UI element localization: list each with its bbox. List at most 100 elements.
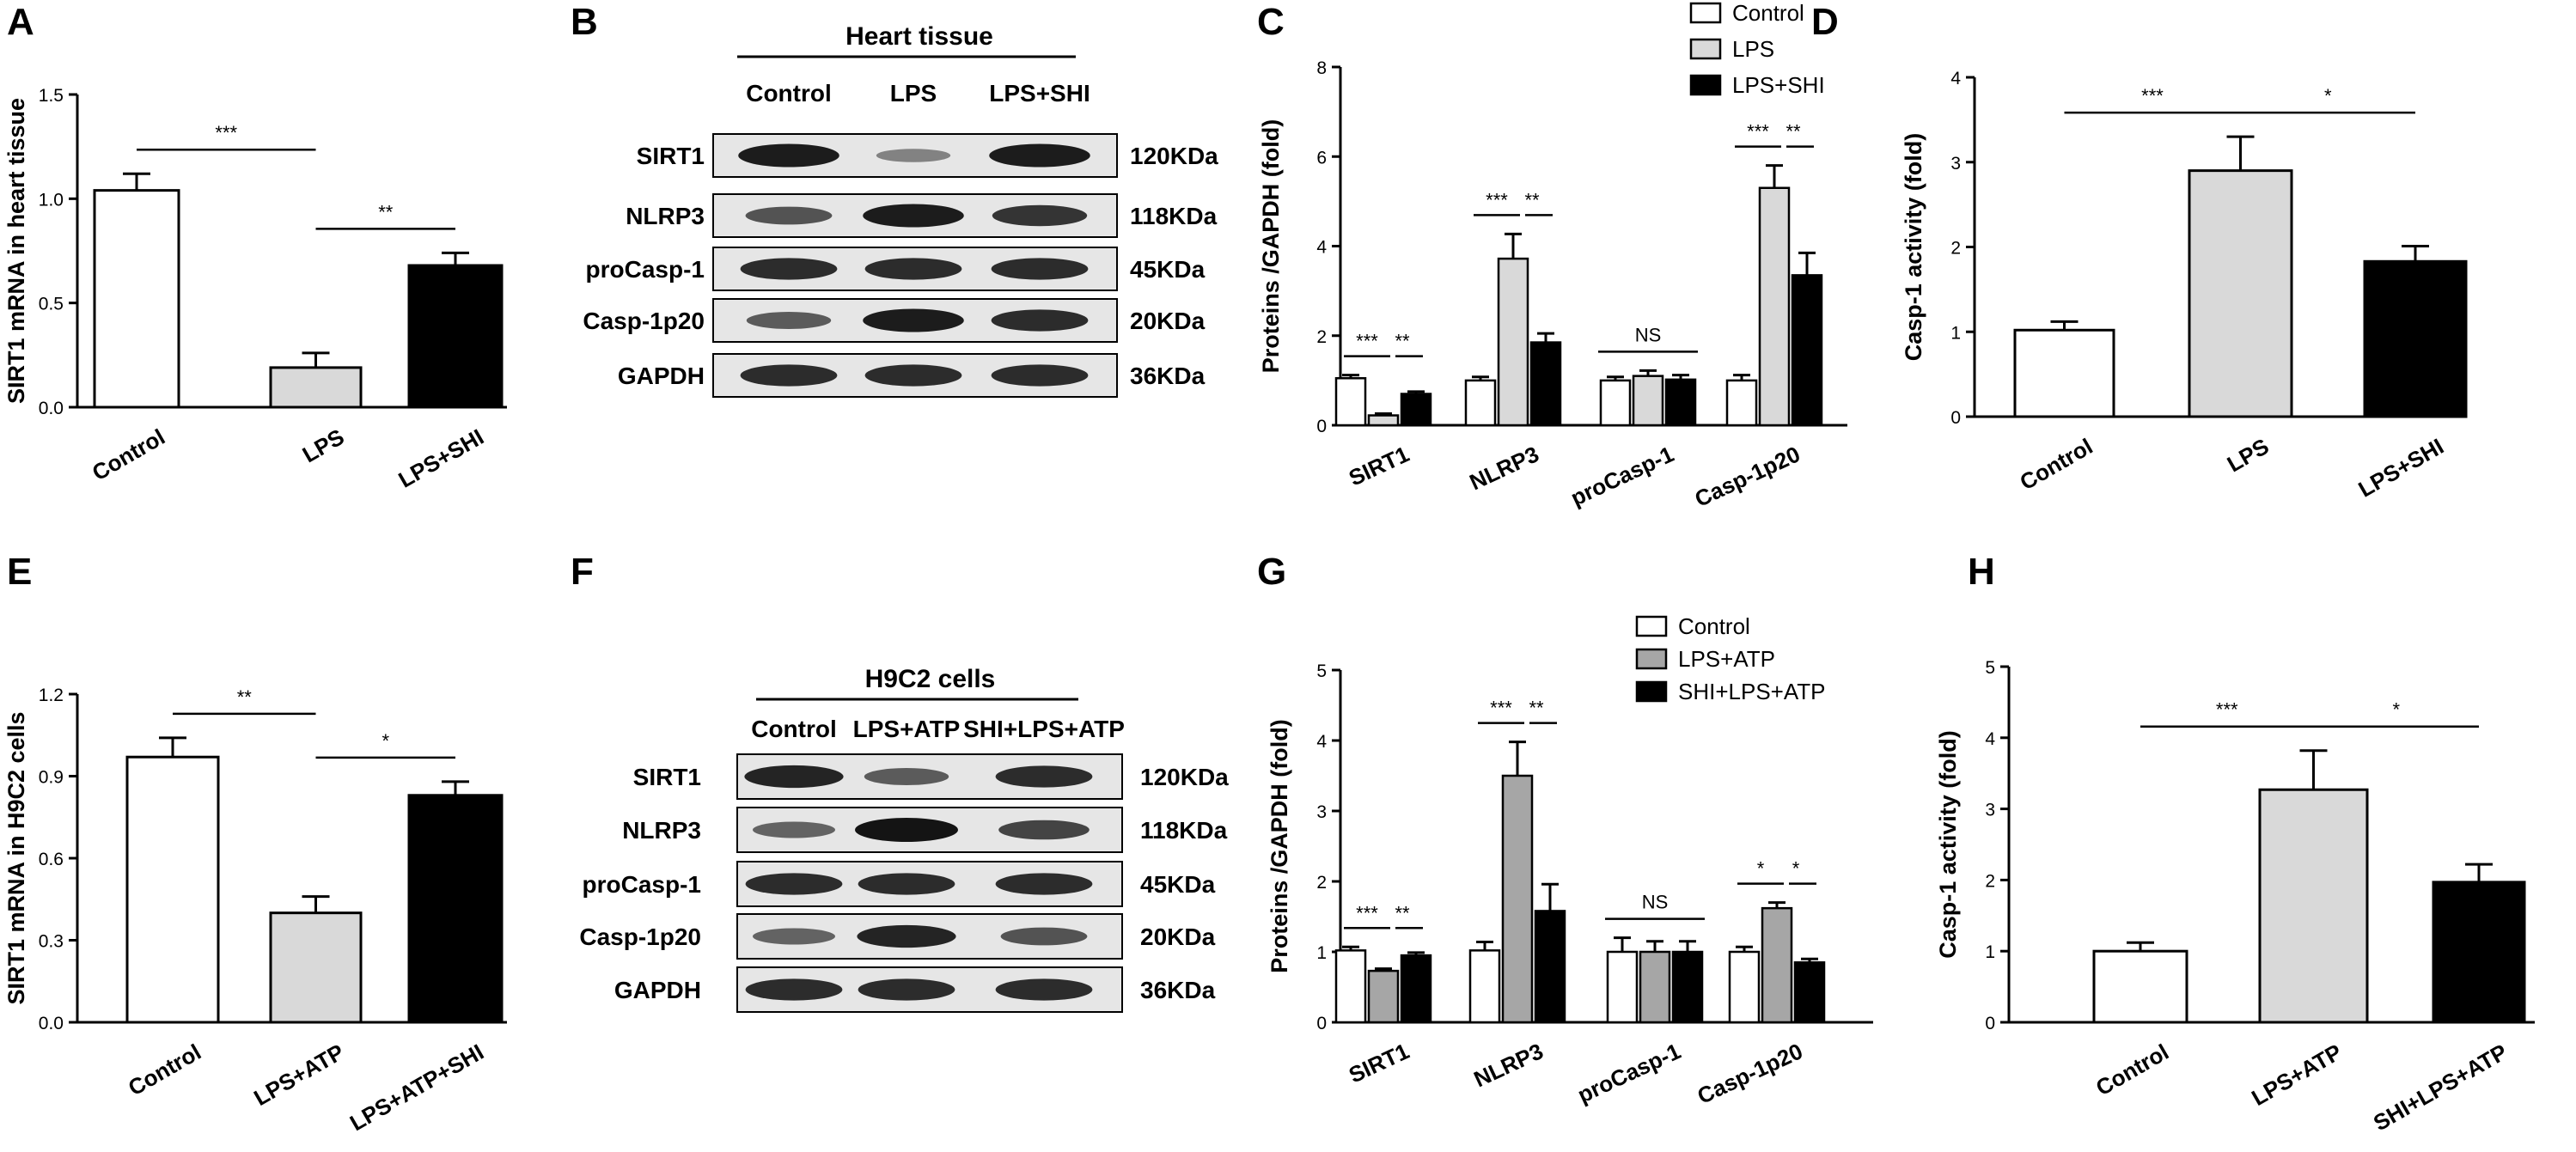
y-tick-label: 8 (1316, 58, 1327, 78)
lane-label: Control (746, 80, 832, 107)
blot-band (740, 364, 838, 387)
bar-shi-lps-atp (2432, 881, 2526, 1024)
significance-label: ** (1529, 698, 1544, 719)
bar-control (1468, 949, 1501, 1024)
y-tick-label: 4 (1316, 238, 1327, 258)
protein-label: Casp-1p20 (583, 308, 705, 334)
significance-label: *** (215, 122, 237, 143)
blot-band (1000, 927, 1088, 946)
significance-label: NS (1635, 324, 1662, 345)
bar-lps-shi (407, 264, 504, 409)
protein-label: Casp-1p20 (579, 923, 701, 950)
blot-band (991, 309, 1089, 332)
blot-band (740, 258, 838, 280)
legend-swatch (1635, 680, 1668, 703)
y-tick-label: 2 (1950, 239, 1961, 259)
band-size-label: 20KDa (1140, 923, 1216, 950)
significance-label: ** (1395, 331, 1410, 352)
band-size-label: 120KDa (1140, 764, 1229, 790)
bar-control (2013, 328, 2115, 418)
legend-label: Control (1732, 0, 1804, 26)
bar-lps (1497, 257, 1529, 427)
y-tick-label: 3 (1985, 801, 1995, 820)
blot-band (863, 204, 964, 228)
legend-swatch (1635, 648, 1668, 670)
band-size-label: 45KDa (1140, 871, 1216, 898)
significance-label: ** (1524, 189, 1540, 210)
bar-shi-lps-atp (1671, 950, 1704, 1024)
blot-band (858, 978, 955, 1001)
bar-control (1334, 377, 1367, 427)
significance-label: *** (1486, 189, 1508, 210)
blot-band (855, 818, 958, 842)
protein-label: NLRP3 (626, 203, 705, 229)
y-tick-label: 5 (1316, 661, 1327, 681)
blot-band (746, 312, 832, 329)
y-tick-label: 0.3 (39, 932, 64, 952)
chart-panel-e: 0.0 0.3 0.6 0.9 1.2 SIRT1 mRNA in H9C2 cells C… (3, 686, 507, 1136)
legend-label: LPS+ATP (1678, 646, 1775, 672)
legend-swatch (1689, 74, 1722, 96)
blot-band (858, 873, 955, 895)
y-tick-label: 1 (1316, 943, 1327, 963)
y-tick-label: 1.2 (39, 686, 64, 705)
bar-lps (269, 366, 363, 409)
significance-label: *** (1747, 121, 1769, 143)
bar-lps-shi (2363, 259, 2468, 418)
panel-letter-e: E (7, 551, 32, 593)
y-tick-label: 0 (1985, 1014, 1995, 1033)
protein-label: GAPDH (618, 363, 705, 389)
blot-title: H9C2 cells (865, 665, 996, 693)
significance-label: ** (1785, 121, 1801, 143)
y-axis-label: Casp-1 activity (fold) (1935, 730, 1961, 959)
band-size-label: 45KDa (1130, 256, 1206, 283)
significance-label: ** (237, 686, 253, 708)
y-tick-label: 0.9 (39, 768, 64, 788)
y-axis-label: SIRT1 mRNA in H9C2 cells (3, 711, 29, 1004)
category-label: proCasp-1 (1566, 441, 1677, 511)
bar-control (1606, 950, 1639, 1024)
blot-band (995, 873, 1093, 895)
panel-letter-f: F (571, 551, 594, 593)
category-label: Control (2091, 1039, 2173, 1100)
blot-band (864, 768, 949, 785)
bar-shi-lps-atp (1400, 954, 1432, 1024)
y-tick-label: 6 (1316, 148, 1327, 168)
protein-label: NLRP3 (622, 817, 701, 844)
blot-band (745, 206, 833, 225)
bar-lps (1632, 375, 1664, 427)
category-label: Control (124, 1039, 205, 1100)
legend-label: Control (1678, 613, 1750, 639)
y-tick-label: 0.5 (39, 295, 64, 314)
bar-control (1728, 950, 1761, 1024)
y-axis-label: Proteins /GAPDH (fold) (1258, 119, 1284, 374)
band-size-label: 118KDa (1130, 203, 1218, 229)
bar-shi-lps-atp (1793, 961, 1826, 1024)
bar-lps (1367, 414, 1400, 427)
panel-letter-b: B (571, 1, 598, 43)
protein-label: SIRT1 (637, 143, 705, 169)
y-tick-label: 3 (1316, 802, 1327, 822)
category-label: LPS+ATP+SHI (345, 1039, 488, 1136)
significance-label: *** (2216, 699, 2238, 721)
category-label: SHI+LPS+ATP (2369, 1039, 2512, 1136)
blot-band (992, 204, 1088, 227)
y-tick-label: 0.0 (39, 1014, 64, 1033)
panel-letter-h: H (1968, 551, 1995, 593)
blot-band (991, 364, 1089, 387)
y-tick-label: 1 (1950, 323, 1961, 343)
category-label: NLRP3 (1470, 1038, 1547, 1092)
category-label: LPS+ATP (249, 1039, 348, 1111)
bar-lps-atp-shi (407, 794, 504, 1024)
blot-band (991, 258, 1089, 280)
significance-label: *** (1356, 902, 1378, 923)
bar-lps-shi (1791, 274, 1823, 427)
category-label: SIRT1 (1345, 1038, 1413, 1088)
band-size-label: 36KDa (1130, 363, 1206, 389)
legend: Control LPS+ATP SHI+LPS+ATP (1635, 613, 1826, 704)
y-tick-label: 2 (1985, 871, 1995, 891)
category-label: NLRP3 (1466, 441, 1543, 495)
blot-band (989, 143, 1090, 168)
chart-panel-a: 0.0 0.5 1.0 1.5 SIRT1 mRNA in heart tissue Co… (3, 86, 507, 493)
western-blot-f: H9C2 cells Control LPS+ATP SHI+LPS+ATP SIRT1… (579, 665, 1229, 1013)
